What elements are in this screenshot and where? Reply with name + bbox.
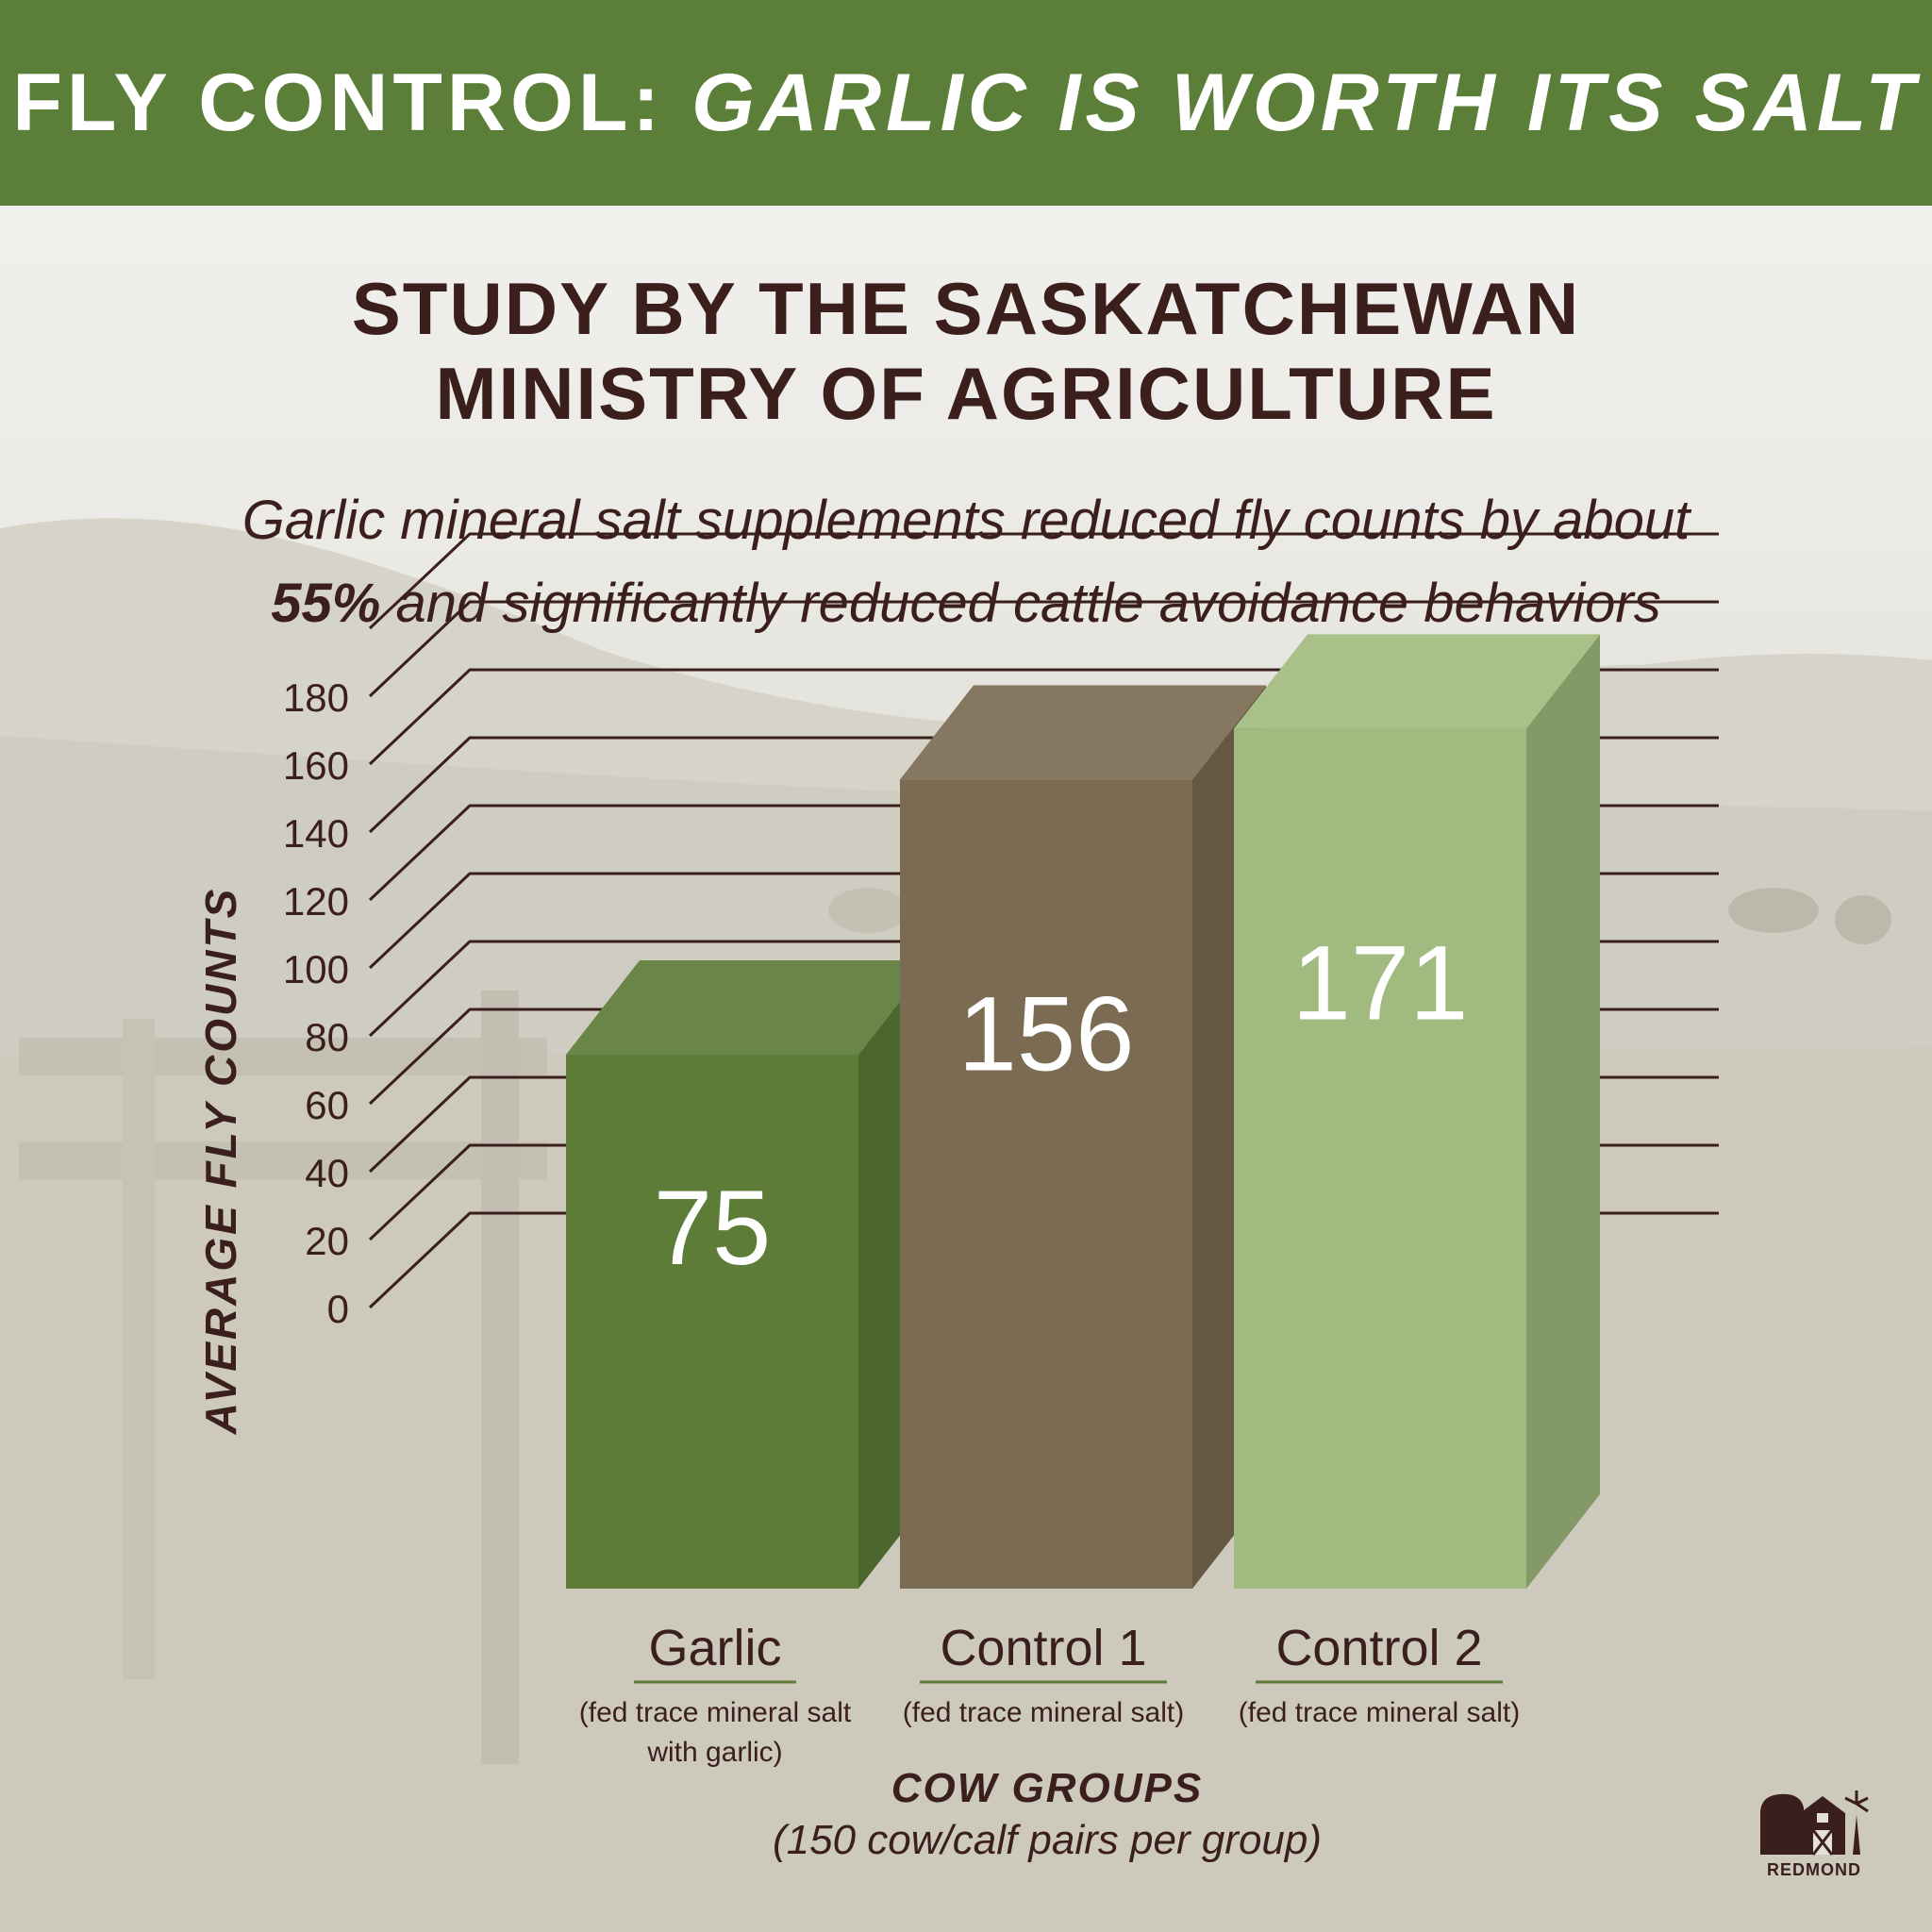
x-axis-sublabel: (150 cow/calf pairs per group) [773,1817,1322,1863]
bar-top [1234,634,1600,729]
category-note: with garlic) [646,1737,782,1768]
bar-control-1: 156 [900,685,1266,1589]
bar-garlic: 75 [566,960,932,1589]
page-title: FLY CONTROL: GARLIC IS WORTH ITS SALT [12,57,1919,150]
barn-windmill-icon [1760,1790,1869,1856]
bar-side [1526,634,1600,1589]
bar-value-label: 75 [654,1169,772,1287]
redmond-logo: REDMOND [1760,1790,1869,1879]
bar-front [1234,728,1526,1589]
bar-top [566,960,932,1055]
grid-line [368,532,1719,630]
y-tick-label: 0 [327,1287,349,1331]
y-tick-label: 80 [305,1015,349,1059]
bar-value-label: 171 [1292,924,1469,1041]
y-axis-label: AVERAGE FLY COUNTS [196,887,245,1435]
title-prefix: FLY CONTROL: [12,57,665,148]
y-tick-label: 120 [283,879,349,924]
y-tick-label: 160 [283,743,349,788]
title-banner: FLY CONTROL: GARLIC IS WORTH ITS SALT [0,0,1932,206]
grid-line [368,600,1719,698]
y-tick-label: 20 [305,1219,349,1263]
title-emphasis: GARLIC IS WORTH ITS SALT [691,57,1920,148]
y-tick-label: 40 [305,1151,349,1195]
category-note: (fed trace mineral salt [579,1697,852,1728]
bar-front [566,1055,858,1589]
bars: 75 156 171 [566,634,1600,1589]
y-tick-label: 60 [305,1083,349,1127]
category-note: (fed trace mineral salt) [903,1697,1184,1728]
y-tick-label: 100 [283,947,349,991]
x-axis-label: COW GROUPS [891,1765,1203,1811]
category-label: Control 1 [940,1620,1146,1676]
heading-line-1: STUDY BY THE SASKATCHEWAN [351,267,1581,350]
bar-front [900,779,1192,1589]
heading-line-2: MINISTRY OF AGRICULTURE [435,352,1497,435]
category-note: (fed trace mineral salt) [1239,1697,1520,1728]
logo-text: REDMOND [1767,1860,1861,1879]
y-tick-label: 140 [283,811,349,856]
category-label: Garlic [648,1620,781,1676]
bar-value-label: 156 [958,974,1135,1092]
subtitle-line-1: Garlic mineral salt supplements reduced … [242,490,1690,551]
category-label: Control 2 [1275,1620,1482,1676]
category-labels: Garlic (fed trace mineral salt with garlic… [579,1620,1520,1768]
y-tick-label: 180 [283,675,349,720]
y-tick-labels: 0 20 40 60 80 100 120 140 160 180 [283,675,349,1331]
subtitle-bold-percent: 55% [271,573,381,634]
bar-control-2: 171 [1234,634,1600,1589]
bar-top [900,685,1266,780]
